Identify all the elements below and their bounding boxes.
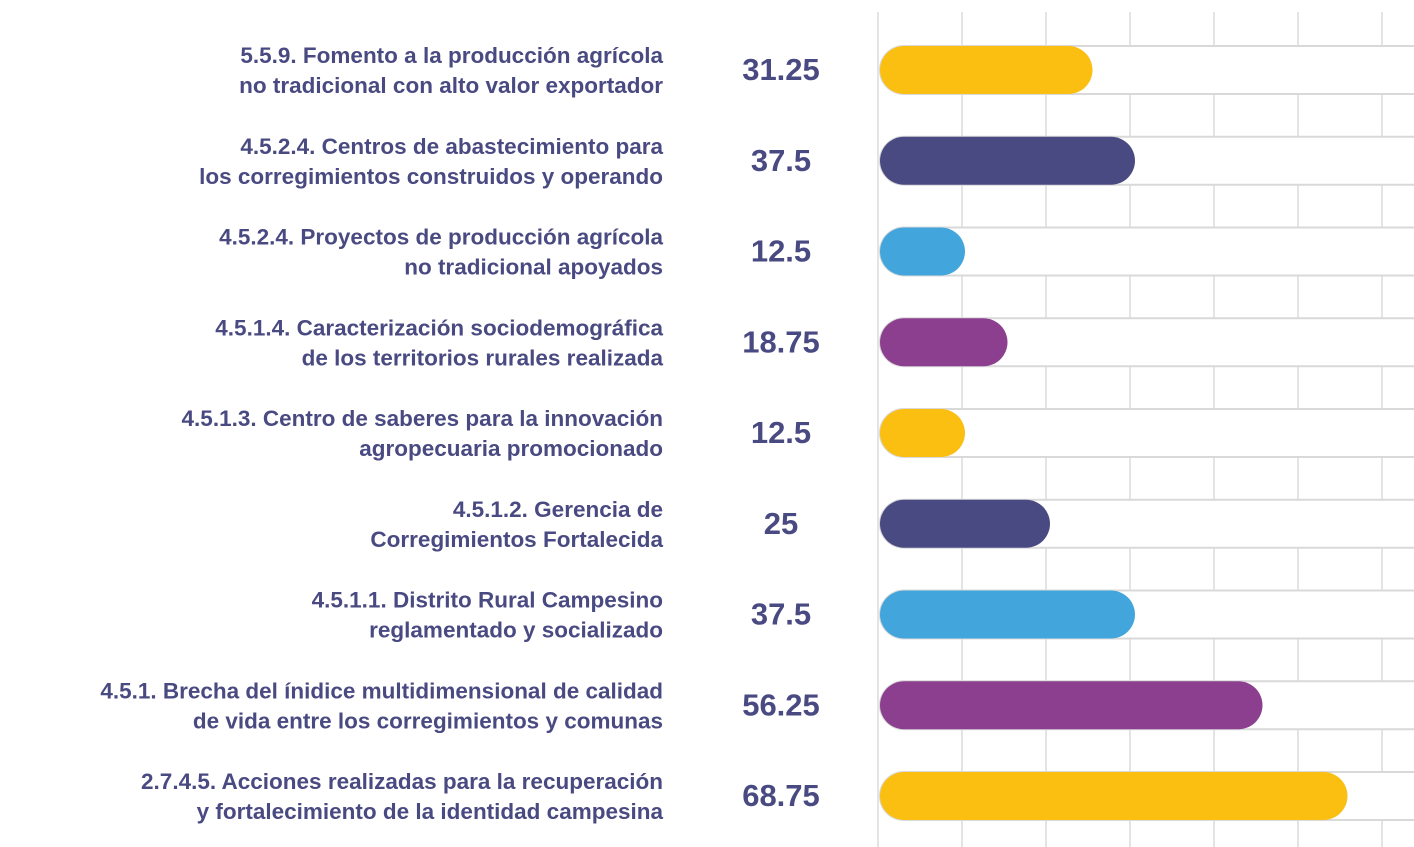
category-label: de los territorios rurales realizada <box>302 345 664 370</box>
value-label: 25 <box>764 506 798 541</box>
bar <box>880 590 1135 639</box>
category-label: 4.5.1.3. Centro de saberes para la innov… <box>182 406 663 431</box>
category-label: 4.5.1.4. Caracterización sociodemográfic… <box>215 315 663 340</box>
category-label: y fortalecimiento de la identidad campes… <box>197 799 664 824</box>
category-label: Corregimientos Fortalecida <box>370 527 663 552</box>
bar <box>880 772 1348 820</box>
value-label: 68.75 <box>742 778 820 813</box>
category-label: reglamentado y socializado <box>369 618 663 643</box>
value-label: 37.5 <box>751 143 811 178</box>
value-label: 12.5 <box>751 234 811 269</box>
category-label: no tradicional con alto valor exportador <box>239 73 663 98</box>
bar <box>880 681 1263 730</box>
bar <box>880 499 1050 548</box>
category-label: 4.5.2.4. Proyectos de producción agrícol… <box>219 225 663 250</box>
value-label: 12.5 <box>751 415 811 450</box>
bar <box>880 136 1135 185</box>
category-label: no tradicional apoyados <box>404 255 663 280</box>
bar <box>880 409 965 457</box>
bar <box>880 227 965 276</box>
value-label: 18.75 <box>742 324 820 359</box>
value-label: 56.25 <box>742 687 820 722</box>
value-label: 37.5 <box>751 597 811 632</box>
category-label: 2.7.4.5. Acciones realizadas para la rec… <box>141 769 663 794</box>
category-label: de vida entre los corregimientos y comun… <box>193 708 663 733</box>
bar <box>880 46 1093 94</box>
category-label: 4.5.1.1. Distrito Rural Campesino <box>312 588 663 613</box>
category-label: 4.5.2.4. Centros de abastecimiento para <box>240 134 663 159</box>
category-label: 4.5.1. Brecha del ínidice multidimension… <box>100 678 663 703</box>
value-label: 31.25 <box>742 52 820 87</box>
category-label: los corregimientos construidos y operand… <box>199 164 663 189</box>
bar <box>880 318 1008 367</box>
category-label: agropecuaria promocionado <box>359 436 663 461</box>
category-label: 4.5.1.2. Gerencia de <box>453 497 663 522</box>
category-label: 5.5.9. Fomento a la producción agrícola <box>240 43 663 68</box>
